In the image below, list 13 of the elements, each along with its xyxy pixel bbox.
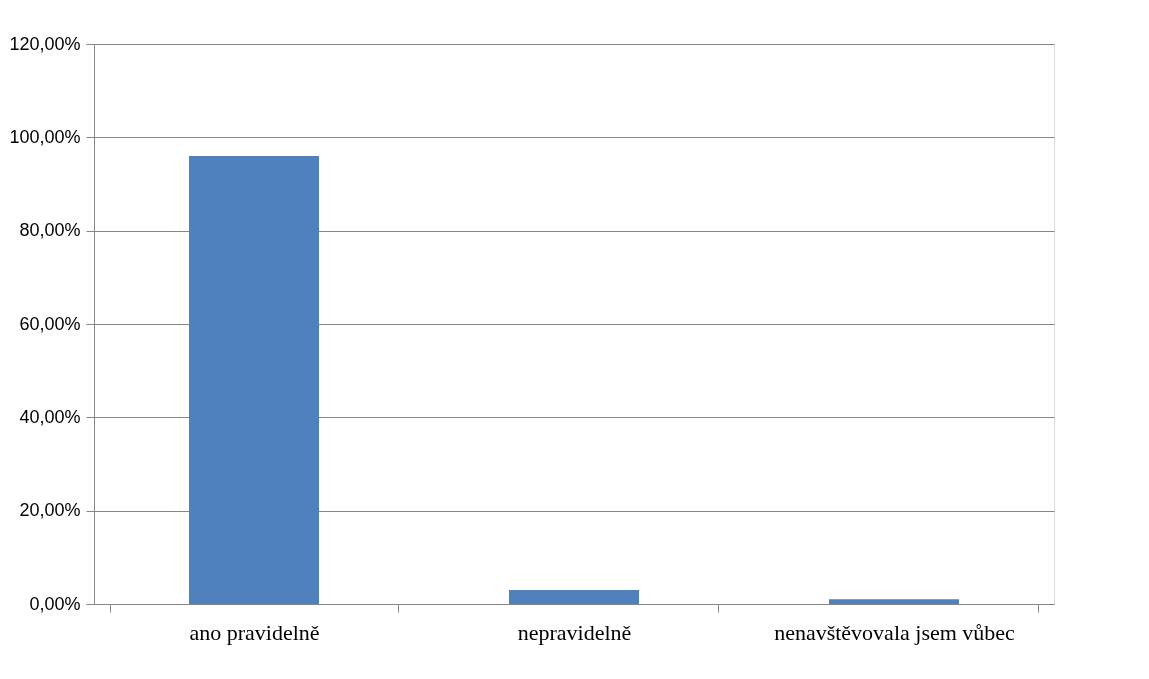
y-tick-label: 40,00% — [19, 406, 81, 427]
y-tick-label: 80,00% — [19, 220, 81, 241]
y-tick-label: 100,00% — [9, 126, 81, 147]
bar — [189, 156, 319, 604]
y-tick-label: 20,00% — [19, 500, 81, 521]
x-tick-label: nepravidelně — [517, 619, 632, 645]
y-tick-label: 120,00% — [9, 33, 81, 54]
y-tick-label: 0,00% — [29, 593, 81, 614]
bar — [829, 599, 959, 604]
y-tick-label: 60,00% — [19, 313, 81, 334]
x-tick-label: ano pravidelně — [189, 619, 320, 645]
bar — [509, 590, 639, 604]
x-tick-label: nenavštěvovala jsem vůbec — [774, 619, 1016, 645]
